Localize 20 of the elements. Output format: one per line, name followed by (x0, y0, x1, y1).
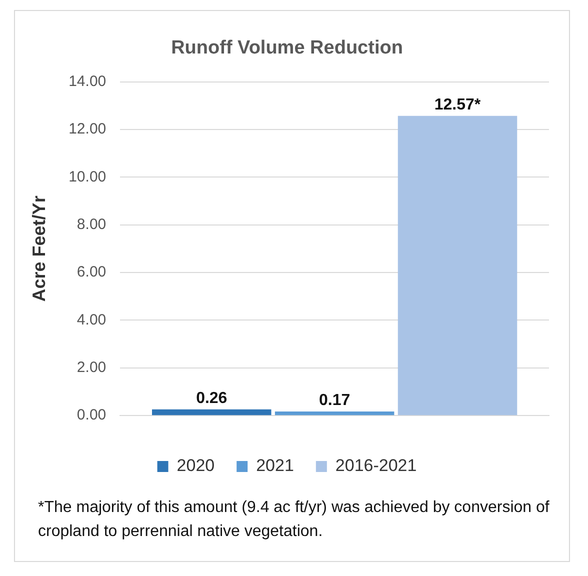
y-tick-label: 0.00 (76, 406, 106, 424)
y-tick-label: 8.00 (76, 216, 106, 233)
legend-label: 2016-2021 (335, 456, 417, 476)
y-axis-title: Acre Feet/Yr (28, 196, 49, 302)
y-tick-label: 10.00 (68, 168, 106, 186)
chart-title: Runoff Volume Reduction (171, 38, 403, 59)
y-tick-label: 4.00 (76, 311, 106, 328)
y-tick-label: 12.00 (68, 120, 106, 138)
bar (152, 409, 272, 416)
data-label: 0.26 (196, 390, 228, 407)
legend-label: 2021 (256, 456, 294, 476)
bar (274, 412, 394, 416)
y-tick-label: 2.00 (76, 359, 106, 376)
legend-label: 2020 (176, 456, 215, 476)
y-tick-label: 6.00 (76, 264, 106, 281)
y-tick-label: 14.00 (68, 72, 106, 90)
data-label: 12.57* (434, 96, 482, 114)
bar (398, 116, 518, 416)
data-label: 0.17 (319, 392, 350, 409)
text: *The majority of this amount (9.4 ac ft/yr) was achieved by conversion of cropland to perrennial native vegetation. (38, 498, 550, 542)
